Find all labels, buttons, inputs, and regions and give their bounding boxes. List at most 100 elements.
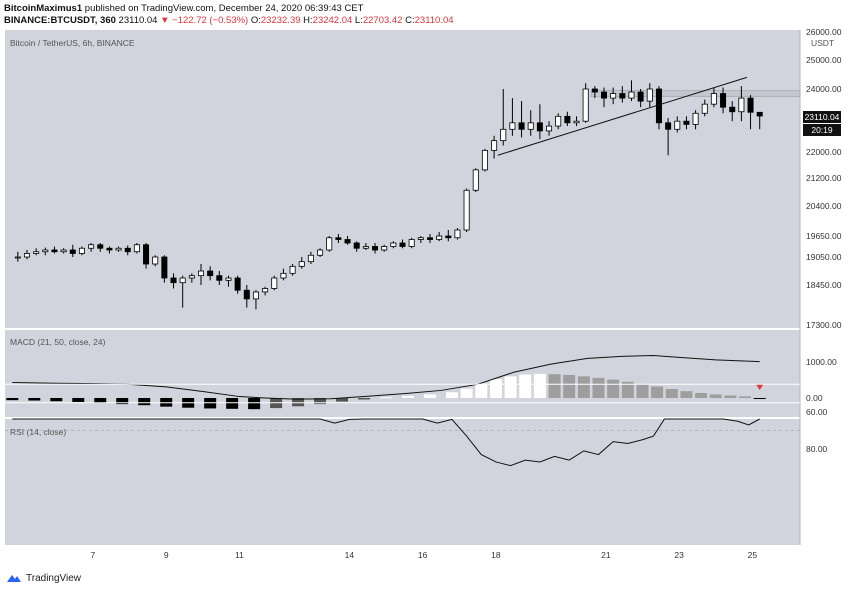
price-tick-label: 22000.00 [806,147,842,157]
macd-histogram-bar [695,392,708,398]
candle-down [600,91,607,99]
macd-histogram-bar [548,374,561,398]
macd-histogram-bar [445,392,458,398]
publish-header: BitcoinMaximus1 published on TradingView… [4,3,363,14]
macd-histogram-bar [577,376,590,398]
candle-up [317,249,324,256]
macd-histogram-bar [607,379,620,398]
candle-up [23,253,30,258]
price-tick-label: 26000.00 [806,27,842,37]
candle-up [188,275,195,279]
time-tick-label: 21 [601,550,611,560]
candle-down [335,237,342,240]
price-tick-label: 21200.00 [806,173,842,183]
macd-histogram-bar [460,388,473,398]
candle-up [417,237,424,240]
time-tick-label: 23 [674,550,684,560]
macd-histogram-bar [314,398,327,405]
price-tick-label: 24000.00 [806,84,842,94]
macd-histogram-bar [28,398,41,401]
macd-histogram-bar [94,398,107,404]
macd-histogram-bar [724,395,737,398]
candle-down [426,237,433,240]
footer-brand[interactable]: TradingView [6,572,81,584]
candle-up [390,242,397,247]
candle-down [619,93,626,99]
macd-histogram-bar [475,383,488,398]
symbol-label: BINANCE:BTCUSDT, 360 [4,15,116,26]
macd-histogram-bar [592,377,605,398]
macd-histogram-bar [651,386,664,398]
candle-up [262,288,269,293]
candle-up [555,115,562,127]
candle-down [564,115,571,124]
macd-histogram-bar [336,398,349,402]
candle-up [298,261,305,267]
candle-up [610,93,617,99]
candle-down [69,249,76,254]
candle-up [42,249,49,253]
macd-histogram-bar [680,391,693,398]
candle-up [454,229,461,239]
price-tick-label: 25000.00 [806,55,842,65]
price-tick-label: 19050.00 [806,252,842,262]
last-price: 23110.04 [118,15,158,26]
macd-line [12,355,760,400]
currency-label: USDT [811,38,835,48]
candle-up [252,291,259,300]
candle-up [307,254,314,263]
candle-down [207,270,214,277]
candle-down [243,289,250,300]
candle-down [637,91,644,102]
candle-up [225,277,232,281]
macd-tick-label: 1000.00 [806,357,837,367]
candle-down [216,275,223,281]
macd-histogram-bar [138,398,151,406]
macd-histogram-bar [248,398,261,410]
macd-histogram-bar [739,396,752,398]
low-value: 22703.42 [362,15,403,26]
price-tick-label: 20400.00 [806,201,842,211]
candle-up [78,247,85,254]
candle-up [509,122,516,130]
macd-histogram-bar [665,389,678,398]
macd-histogram-bar [6,398,19,401]
macd-histogram-bar [489,379,502,398]
candle-up [33,251,40,254]
candle-down [234,277,241,291]
candle-up [674,120,681,130]
candle-up [491,140,498,151]
macd-histogram-bar [72,398,85,402]
author-name[interactable]: BitcoinMaximus1 [4,3,83,14]
time-tick-label: 11 [235,550,244,560]
main-panel-bg [5,30,800,328]
candle-up [710,93,717,105]
macd-histogram-bar [533,373,546,398]
macd-tick-label: 0.00 [806,393,823,403]
candle-up [408,239,415,247]
candle-up [271,277,278,289]
candle-up [463,189,470,231]
candle-down [683,120,690,125]
rsi-panel-title: RSI (14, close) [10,427,67,437]
candle-down [445,235,452,239]
candle-up [582,88,589,122]
macd-histogram-bar [50,398,63,402]
candle-up [628,91,635,99]
candle-up [179,277,186,284]
rsi-line [12,418,760,467]
candle-up [546,125,553,132]
time-tick-label: 9 [164,550,169,560]
candle-down [756,111,763,117]
candle-down [106,247,113,251]
low-label: L: [354,15,363,26]
price-tick-label: 19650.00 [806,231,842,241]
last-price-tag: 23110.04 [803,111,841,123]
time-tick-label: 18 [491,550,501,560]
rsi-tick-label: 60.00 [806,407,828,417]
countdown-tag: 20:19 [803,124,841,136]
candle-up [527,122,534,130]
candle-down [124,247,131,253]
macd-histogram-bar [380,397,393,399]
